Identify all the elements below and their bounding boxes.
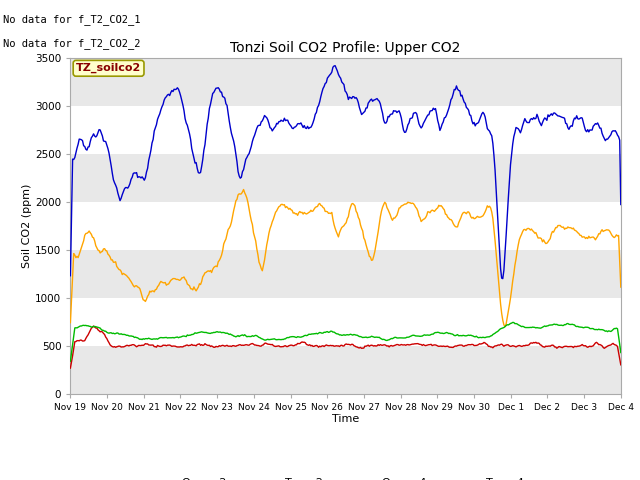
Bar — [70, 58, 621, 106]
X-axis label: Time: Time — [332, 414, 359, 424]
Bar — [70, 250, 621, 298]
Text: No data for f_T2_CO2_2: No data for f_T2_CO2_2 — [3, 38, 141, 49]
Bar — [70, 106, 621, 154]
Bar — [70, 154, 621, 202]
Text: TZ_soilco2: TZ_soilco2 — [76, 63, 141, 73]
Title: Tonzi Soil CO2 Profile: Upper CO2: Tonzi Soil CO2 Profile: Upper CO2 — [230, 41, 461, 55]
Bar — [70, 298, 621, 346]
Text: No data for f_T2_CO2_1: No data for f_T2_CO2_1 — [3, 14, 141, 25]
Bar — [70, 202, 621, 250]
Y-axis label: Soil CO2 (ppm): Soil CO2 (ppm) — [22, 183, 33, 268]
Legend: Open -2cm, Tree -2cm, Open -4cm, Tree -4cm: Open -2cm, Tree -2cm, Open -4cm, Tree -4… — [146, 473, 545, 480]
Bar — [70, 346, 621, 394]
